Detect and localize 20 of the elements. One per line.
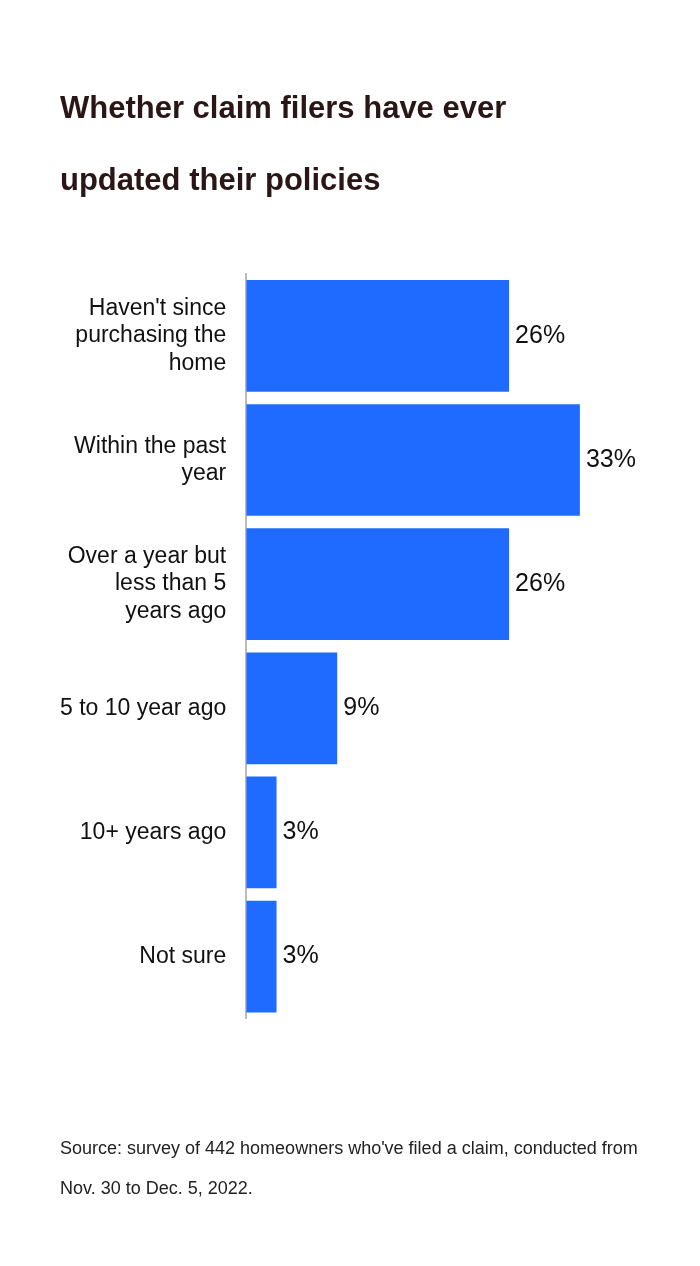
bar bbox=[246, 776, 277, 889]
data-label: 9% bbox=[343, 692, 380, 721]
y-tick-label: Over a year but less than 5 years ago bbox=[67, 541, 227, 624]
data-label: 3% bbox=[282, 816, 319, 845]
data-label: 26% bbox=[515, 319, 566, 348]
bar bbox=[246, 404, 580, 516]
y-tick-label: 10+ years ago bbox=[79, 817, 227, 844]
data-label: 3% bbox=[282, 940, 319, 969]
y-tick-label: Not sure bbox=[139, 941, 227, 968]
source-note: Source: survey of 442 homeowners who've filed a claim, conducted from Nov. 30 to Dec. 5, 2022. bbox=[60, 1137, 639, 1200]
bar bbox=[246, 528, 510, 640]
data-label: 26% bbox=[515, 568, 566, 597]
y-tick-label: 5 to 10 year ago bbox=[60, 693, 227, 720]
bar bbox=[246, 280, 510, 392]
bar bbox=[246, 900, 277, 1013]
chart-title: Whether claim filers have ever updated their policies bbox=[60, 89, 508, 199]
y-tick-label: Within the past year bbox=[74, 431, 227, 486]
bar bbox=[246, 652, 338, 765]
y-tick-label: Haven't since purchasing the home bbox=[75, 293, 227, 375]
data-label: 33% bbox=[585, 443, 636, 472]
